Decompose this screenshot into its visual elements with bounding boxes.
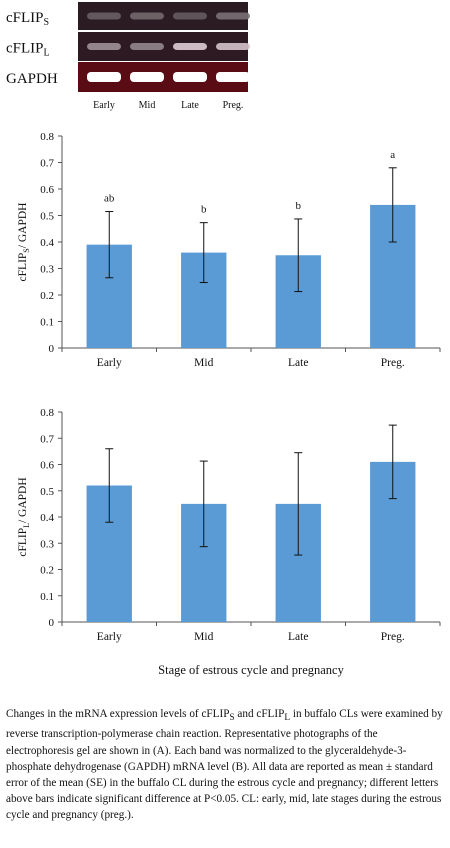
x-tick-label: Late — [288, 631, 308, 643]
y-tick-label: 0.7 — [40, 158, 54, 170]
y-axis-label: cFLIPL/ GAPDH — [17, 477, 31, 556]
x-tick-label: Late — [288, 357, 308, 369]
caption-part-2: and cFLIP — [234, 708, 285, 720]
y-tick-label: 0.3 — [40, 264, 54, 276]
y-tick-label: 0 — [49, 617, 55, 629]
x-tick-label: Preg. — [381, 631, 405, 643]
significance-letter: b — [296, 200, 302, 212]
gel-band — [130, 12, 164, 20]
gel-row-label-main: cFLIP — [6, 41, 44, 57]
gel-band — [173, 72, 207, 82]
gel-lane-label: Early — [93, 100, 115, 111]
y-axis-label-main: cFLIP — [17, 528, 29, 557]
gel-band — [130, 43, 164, 50]
y-axis-label-sub: L — [22, 523, 31, 528]
x-tick-label: Mid — [194, 357, 213, 369]
gel-row-label-sub: L — [44, 48, 50, 59]
gel-lane-label: Preg. — [223, 100, 244, 111]
y-tick-label: 0.5 — [40, 211, 54, 223]
y-tick-label: 0.6 — [40, 460, 54, 472]
gel-row-label-3: GAPDH — [6, 71, 58, 87]
x-tick-label: Preg. — [381, 357, 405, 369]
y-tick-label: 0.8 — [40, 131, 54, 143]
x-tick-label: Mid — [194, 631, 213, 643]
y-tick-label: 0.1 — [40, 591, 54, 603]
x-axis-label: Stage of estrous cycle and pregnancy — [158, 663, 344, 677]
x-tick-label: Early — [97, 357, 122, 369]
caption-part-3: in buffalo CLs were examined by reverse … — [6, 708, 443, 822]
y-tick-label: 0.7 — [40, 433, 54, 445]
gel-band — [87, 43, 121, 50]
y-axis-label-suffix: / GAPDH — [17, 203, 29, 249]
gel-band — [173, 43, 207, 50]
y-tick-label: 0.5 — [40, 486, 54, 498]
figure-caption: Changes in the mRNA expression levels of… — [6, 706, 444, 824]
significance-letter: a — [390, 149, 395, 161]
significance-letter: ab — [104, 193, 115, 205]
gel-row-label-sub: S — [44, 17, 50, 28]
gel-row-label-main: cFLIP — [6, 10, 44, 26]
significance-letter: b — [201, 204, 207, 216]
gel-lane-label: Mid — [139, 100, 156, 111]
y-axis-label-main: cFLIP — [17, 253, 29, 282]
gel-row-label-2: cFLIPL — [6, 41, 50, 59]
y-tick-label: 0.2 — [40, 565, 54, 577]
gel-band — [216, 12, 250, 20]
gel-row-label-1: cFLIPS — [6, 10, 49, 28]
gel-band — [130, 72, 164, 82]
y-tick-label: 0.4 — [40, 512, 54, 524]
y-tick-label: 0.4 — [40, 237, 54, 249]
y-tick-label: 0.2 — [40, 290, 54, 302]
y-tick-label: 0 — [49, 343, 55, 355]
gel-band — [173, 12, 207, 20]
gel-band — [216, 72, 250, 82]
y-tick-label: 0.3 — [40, 538, 54, 550]
y-tick-label: 0.6 — [40, 184, 54, 196]
gel-lane-label: Late — [181, 100, 199, 111]
cflips-bar-chart: 00.10.20.30.40.50.60.70.8EarlyabMidbLate… — [17, 131, 441, 369]
y-tick-label: 0.8 — [40, 407, 54, 419]
gel-row-label-main: GAPDH — [6, 71, 58, 87]
cflipl-bar-chart: 0 0.1 0.2 0.3 0.4 0.5 0.6 0.7 0.8 Early Mid Late Pre… — [17, 407, 441, 677]
caption-part-1: Changes in the mRNA expression levels of… — [6, 708, 230, 720]
y-axis-label-suffix: / GAPDH — [17, 477, 29, 523]
gel-band — [216, 43, 250, 50]
caption-sub-2: L — [284, 713, 291, 724]
y-tick-label: 0.1 — [40, 317, 54, 329]
x-tick-label: Early — [97, 631, 122, 643]
gel-band — [87, 72, 121, 82]
y-axis-label: cFLIPS/ GAPDH — [17, 203, 31, 282]
y-axis-label-sub: S — [22, 248, 31, 252]
gel-band — [87, 12, 121, 20]
caption-sub-1: S — [229, 713, 235, 724]
